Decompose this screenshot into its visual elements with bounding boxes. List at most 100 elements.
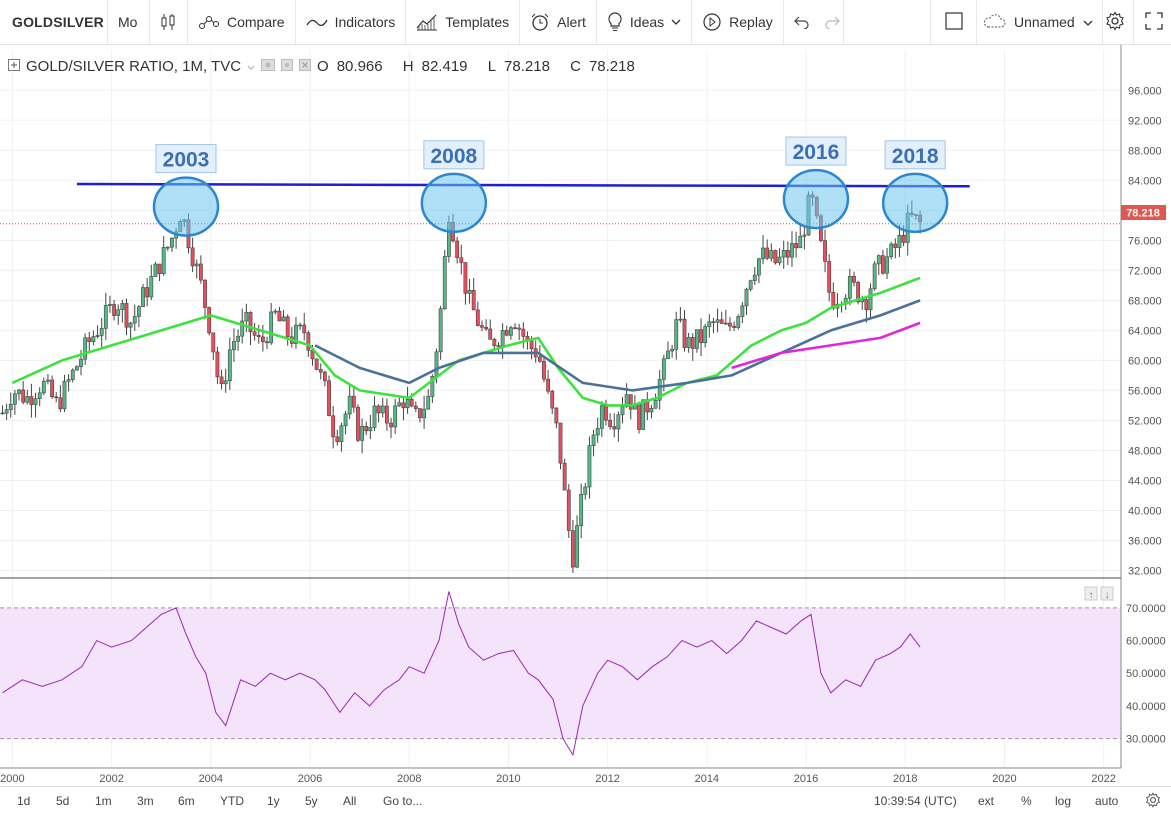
indicators-button[interactable]: Indicators — [296, 0, 407, 44]
candle-body — [583, 486, 588, 495]
time-tick-label: 2022 — [1091, 773, 1115, 785]
highlight-circle — [420, 172, 488, 234]
candle-body — [748, 280, 753, 290]
auto-toggle[interactable]: auto — [1095, 794, 1119, 808]
candle-body — [294, 324, 298, 344]
candle-body — [397, 402, 402, 407]
moving-average-line — [11, 276, 921, 407]
candle-body — [657, 379, 662, 401]
candles-icon — [160, 13, 176, 31]
price-tick-label: 52.000 — [1128, 415, 1162, 427]
legend-title[interactable]: GOLD/SILVER RATIO, 1M, TVC — [26, 58, 242, 75]
visibility-icon[interactable] — [261, 58, 276, 75]
time-tick-label: 2016 — [794, 773, 818, 785]
chevron-down-icon — [671, 18, 681, 26]
alert-label: Alert — [557, 14, 586, 30]
annotation-box — [423, 140, 485, 170]
moving-average-line — [731, 321, 921, 370]
cloud-icon — [982, 13, 1006, 32]
pane-up-icon[interactable]: ↑ — [1089, 590, 1094, 601]
chevron-down-icon[interactable] — [247, 58, 255, 75]
candle-body — [277, 310, 282, 322]
rsi-axis[interactable]: 70.0000 60.0000 50.0000 40.0000 30.0000 — [1126, 603, 1166, 746]
replay-button[interactable]: Replay — [692, 0, 784, 44]
candle-body — [579, 493, 584, 526]
time-tick-label: 2008 — [397, 773, 421, 785]
undo-button[interactable] — [784, 0, 814, 44]
candle-body — [690, 337, 695, 349]
candle-body — [620, 406, 625, 416]
candle-body — [666, 350, 670, 360]
goto-button[interactable]: Go to... — [383, 794, 423, 808]
redo-button[interactable] — [814, 0, 844, 44]
log-toggle[interactable]: log — [1055, 794, 1072, 808]
range-5d[interactable]: 5d — [56, 794, 70, 808]
range-ytd[interactable]: YTD — [220, 794, 244, 808]
candle-body — [661, 358, 666, 380]
candle-body — [471, 290, 476, 311]
candle-body — [442, 256, 447, 310]
percent-toggle[interactable]: % — [1021, 794, 1032, 808]
settings-button[interactable] — [1097, 0, 1134, 44]
range-1m[interactable]: 1m — [95, 794, 112, 808]
range-3m[interactable]: 3m — [137, 794, 154, 808]
interval-button[interactable]: Mo — [108, 0, 150, 44]
price-tick-label: 48.000 — [1128, 445, 1162, 457]
candle-body — [889, 243, 894, 258]
fullscreen-expand-button[interactable] — [1136, 0, 1171, 44]
settings-small-icon[interactable] — [281, 58, 294, 75]
clock-display[interactable]: 10:39:54 (UTC) — [874, 794, 957, 808]
ideas-button[interactable]: Ideas — [597, 0, 693, 44]
chart-style-button[interactable] — [150, 0, 188, 44]
symbol-search[interactable]: GOLDSILVER — [0, 0, 108, 44]
candle-body — [248, 312, 253, 333]
candle-body — [265, 341, 269, 344]
layout-name-button[interactable]: Unnamed — [976, 0, 1103, 44]
candle-body — [872, 263, 877, 290]
candle-body — [653, 399, 658, 409]
candle-body — [83, 337, 88, 360]
collapse-legend-icon[interactable] — [8, 58, 20, 75]
range-6m[interactable]: 6m — [178, 794, 195, 808]
time-axis[interactable]: 2000 2002 2004 2006 2008 2010 2012 2014 2016 2018… — [0, 773, 1116, 785]
moving-averages — [11, 276, 921, 407]
candle-body — [901, 234, 906, 243]
range-all[interactable]: All — [343, 794, 357, 808]
candle-body — [120, 303, 125, 311]
close-icon[interactable] — [299, 58, 312, 75]
candle-body — [513, 327, 517, 329]
candle-body — [327, 380, 331, 417]
candle-body — [37, 392, 42, 399]
pane-down-icon[interactable]: ↓ — [1105, 590, 1110, 601]
templates-button[interactable]: Templates — [406, 0, 521, 44]
candle-body — [695, 329, 699, 349]
scale-settings-button[interactable] — [1145, 792, 1161, 811]
candle-body — [504, 330, 509, 336]
range-1y[interactable]: 1y — [267, 794, 280, 808]
compare-button[interactable]: Compare — [188, 0, 296, 44]
ohlc-values: O 80.966 H 82.419 L 78.218 C 78.218 — [317, 58, 651, 75]
alert-button[interactable]: Alert — [520, 0, 597, 44]
candle-body — [331, 415, 336, 438]
range-5y[interactable]: 5y — [305, 794, 318, 808]
range-1d[interactable]: 1d — [17, 794, 31, 808]
candle-body — [198, 263, 203, 281]
candle-body — [537, 356, 542, 362]
candle-body — [587, 445, 592, 488]
pane-controls[interactable]: ↑ ↓ — [1084, 586, 1114, 601]
candle-body — [595, 428, 600, 436]
ext-toggle[interactable]: ext — [978, 794, 995, 808]
candle-body — [157, 263, 162, 275]
candle-body — [674, 319, 679, 350]
candle-body — [232, 341, 236, 351]
price-tick-label: 84.000 — [1128, 175, 1162, 187]
candle-body — [339, 425, 344, 443]
redo-icon — [824, 15, 840, 29]
candle-body — [103, 305, 108, 329]
candle-body — [740, 305, 745, 317]
candle-body — [368, 427, 373, 432]
interval-label: Mo — [118, 14, 138, 30]
price-chart[interactable]: 2003 2008 2016 2018 96.000 92.000 88.000 84.00… — [0, 45, 1171, 785]
fullscreen-button[interactable] — [930, 0, 977, 44]
year-annotations: 2003 2008 2016 2018 — [155, 136, 946, 174]
